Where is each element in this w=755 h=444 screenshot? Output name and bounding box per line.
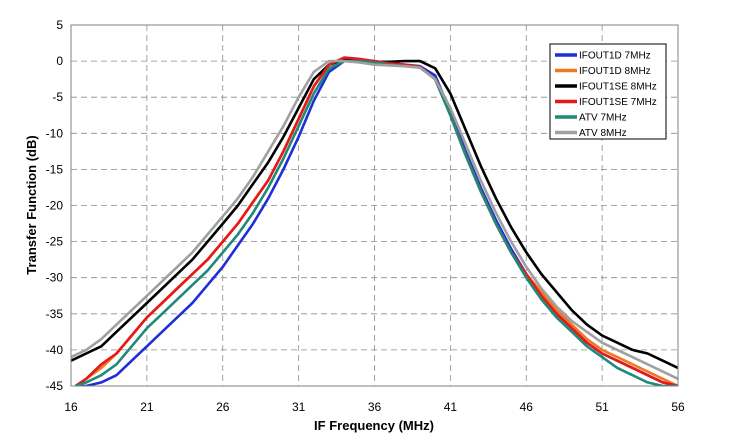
- x-tick-label: 51: [595, 400, 609, 414]
- x-tick-label: 16: [64, 400, 78, 414]
- y-tick-label: 0: [56, 54, 63, 68]
- series-lines: [71, 56, 678, 386]
- x-tick-label: 21: [140, 400, 154, 414]
- y-tick-label: -20: [46, 199, 64, 213]
- series-line-atv-7mhz: [75, 59, 678, 386]
- x-tick-label: 46: [520, 400, 534, 414]
- x-tick-label: 31: [292, 400, 306, 414]
- y-tick-label: 5: [56, 18, 63, 32]
- y-tick-label: -10: [46, 126, 64, 140]
- y-tick-label: -5: [52, 90, 63, 104]
- y-tick-label: -25: [46, 235, 64, 249]
- legend-label: ATV 7MHz: [579, 113, 627, 124]
- y-axis-title: Transfer Function (dB): [24, 135, 39, 274]
- legend-label: IFOUT1SE 7MHz: [579, 97, 657, 108]
- legend-label: ATV 8MHz: [579, 128, 627, 139]
- x-axis-title: IF Frequency (MHz): [314, 418, 434, 433]
- y-tick-label: -45: [46, 379, 64, 393]
- series-line-atv-8mhz: [71, 59, 678, 380]
- tick-labels: 16 21 26 31 36 41 46 51 56 5 0 -5 -10 -15 -20 -25 -30 -35…: [46, 18, 685, 414]
- x-tick-label: 56: [671, 400, 685, 414]
- x-tick-label: 26: [216, 400, 230, 414]
- legend-box: [549, 43, 667, 140]
- legend-label: IFOUT1SE 8MHz: [579, 82, 657, 93]
- y-tick-label: -35: [46, 307, 64, 321]
- legend-label: IFOUT1D 7MHz: [579, 51, 651, 62]
- y-tick-label: -40: [46, 343, 64, 357]
- plot-border: [70, 24, 679, 387]
- y-tick-label: -15: [46, 162, 64, 176]
- series-line-ifout1se-7mhz: [74, 56, 678, 386]
- y-tick-label: -30: [46, 271, 64, 285]
- legend: IFOUT1D 7MHz IFOUT1D 8MHz IFOUT1SE 8MHz IFO…: [549, 43, 667, 140]
- legend-label: IFOUT1D 8MHz: [579, 66, 651, 77]
- x-tick-label: 41: [444, 400, 458, 414]
- x-tick-label: 36: [368, 400, 382, 414]
